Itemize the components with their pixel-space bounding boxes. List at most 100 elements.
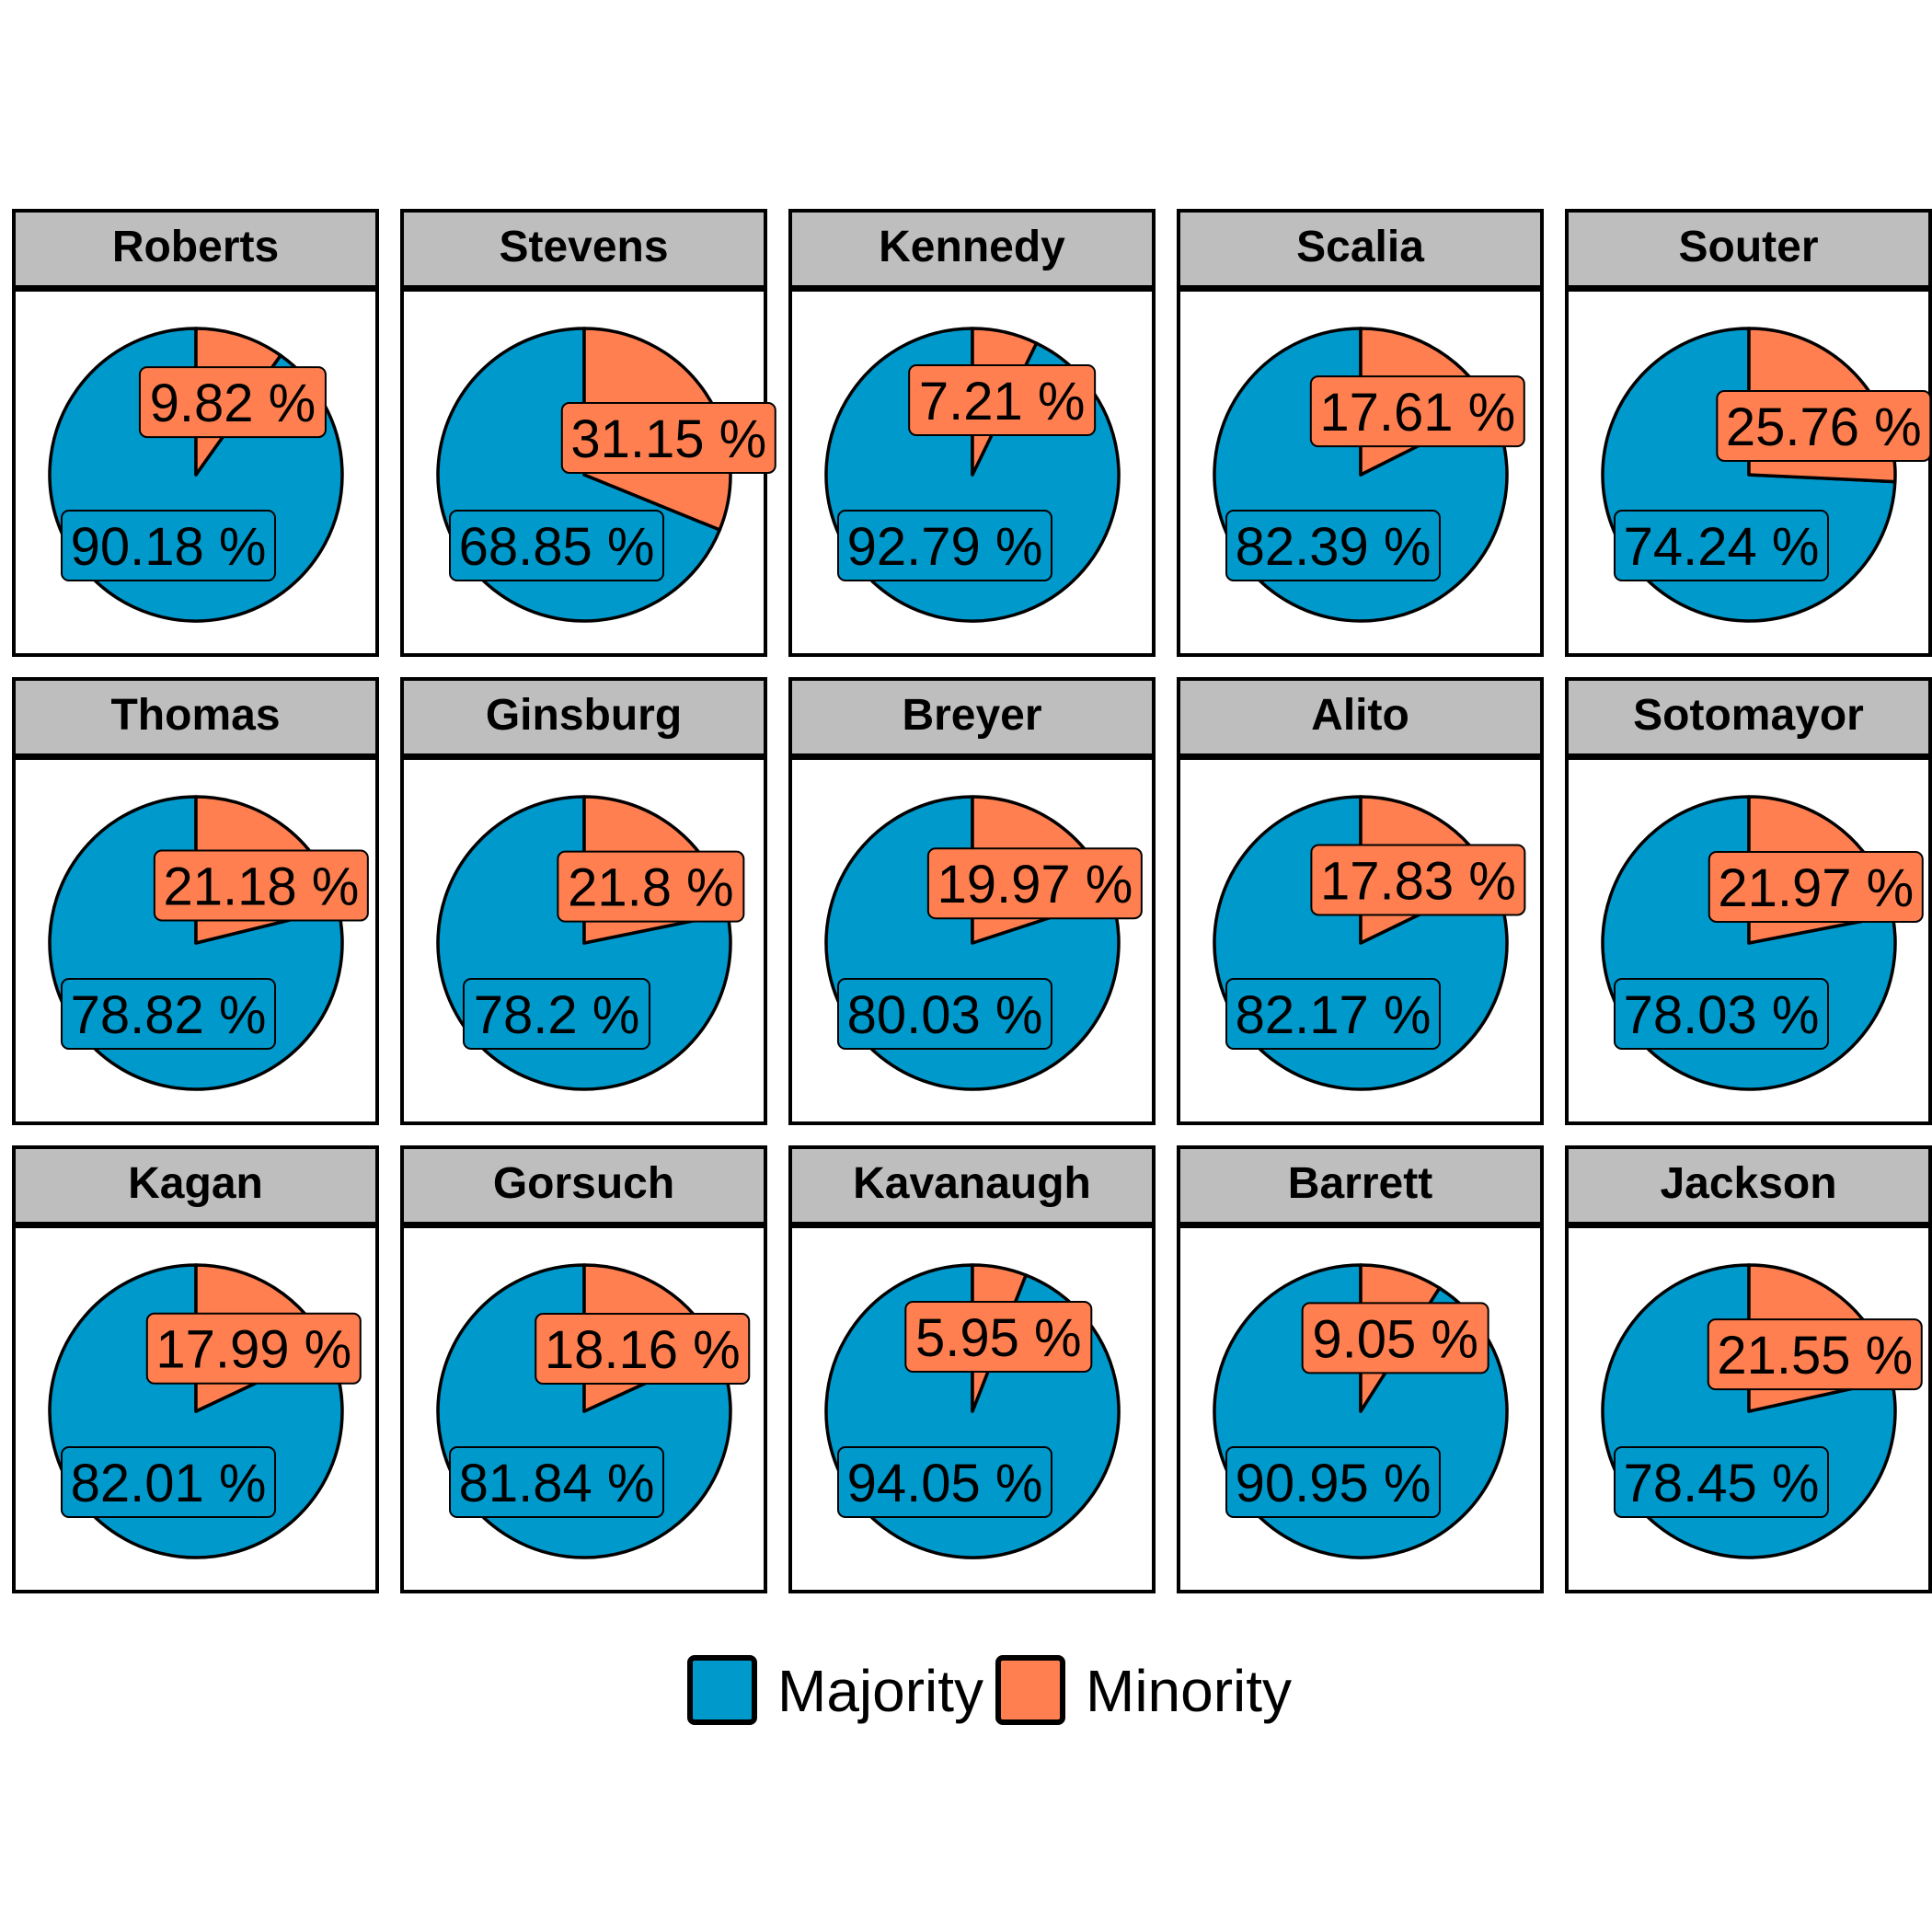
- majority-label: 82.17 %: [1236, 985, 1432, 1045]
- minority-label: 9.05 %: [1312, 1309, 1478, 1369]
- facet-alito: Alito 17.83 % 82.17 %: [1177, 677, 1544, 1125]
- facet-breyer: Breyer 19.97 % 80.03 %: [788, 677, 1156, 1125]
- facet-strip: [1177, 1145, 1544, 1225]
- majority-label: 68.85 %: [459, 517, 655, 577]
- facet-strip: [788, 1145, 1156, 1225]
- facet-title: Roberts: [112, 223, 279, 271]
- facet-strip: [400, 1145, 767, 1225]
- facet-title: Ginsburg: [486, 691, 682, 740]
- facet-title: Breyer: [902, 691, 1041, 740]
- facet-title: Kavanaugh: [853, 1159, 1091, 1208]
- majority-label-box: [837, 978, 1052, 1050]
- minority-label-box: [1708, 850, 1924, 923]
- facet-title: Souter: [1678, 223, 1818, 271]
- minority-label-box: [535, 1313, 751, 1386]
- minority-label: 21.55 %: [1717, 1326, 1913, 1386]
- minority-label-box: [1301, 1302, 1489, 1374]
- facet-gorsuch: Gorsuch 18.16 % 81.84 %: [400, 1145, 767, 1593]
- minority-label-box: [153, 849, 369, 922]
- facet-ginsburg: Ginsburg 21.8 % 78.2 %: [400, 677, 767, 1125]
- facet-strip: [788, 209, 1156, 289]
- facet-strip: [12, 1145, 379, 1225]
- majority-label: 82.39 %: [1236, 517, 1432, 577]
- facet-souter: Souter 25.76 % 74.24 %: [1565, 209, 1932, 657]
- facet-strip: [1177, 209, 1544, 289]
- majority-label: 82.01 %: [71, 1454, 267, 1513]
- facet-sotomayor: Sotomayor 21.97 % 78.03 %: [1565, 677, 1932, 1125]
- facet-jackson: Jackson 21.55 % 78.45 %: [1565, 1145, 1932, 1593]
- facet-strip: [400, 209, 767, 289]
- majority-label-box: [1225, 510, 1441, 581]
- minority-label: 21.18 %: [163, 857, 359, 916]
- minority-label: 21.8 %: [568, 858, 734, 918]
- minority-label-box: [557, 850, 745, 923]
- facet-title: Kennedy: [879, 223, 1065, 271]
- facet-title: Thomas: [110, 691, 280, 740]
- minority-label-box: [138, 366, 327, 439]
- minority-label-box: [145, 1312, 362, 1385]
- minority-label: 9.82 %: [150, 374, 316, 433]
- facet-strip: [1565, 677, 1932, 757]
- minority-label: 19.97 %: [937, 855, 1133, 914]
- minority-label-box: [926, 847, 1143, 920]
- facet-title: Scalia: [1296, 223, 1424, 271]
- facet-title: Stevens: [499, 223, 668, 271]
- minority-label: 25.76 %: [1726, 397, 1922, 457]
- majority-label-box: [1614, 1446, 1829, 1518]
- majority-label-box: [1614, 978, 1829, 1050]
- facet-scalia: Scalia 17.61 % 82.39 %: [1177, 209, 1544, 657]
- facet-strip: [400, 677, 767, 757]
- minority-label-box: [904, 1301, 1093, 1373]
- minority-label: 21.97 %: [1718, 858, 1914, 918]
- minority-label-box: [1716, 389, 1932, 462]
- majority-label: 78.2 %: [474, 985, 640, 1045]
- legend-key-minority: [995, 1655, 1065, 1725]
- minority-label: 17.61 %: [1319, 383, 1515, 443]
- facet-title: Gorsuch: [493, 1159, 674, 1208]
- facet-strip: [12, 209, 379, 289]
- facet-strip: [12, 677, 379, 757]
- minority-label: 18.16 %: [545, 1320, 741, 1380]
- facet-kennedy: Kennedy 7.21 % 92.79 %: [788, 209, 1156, 657]
- facet-strip: [1177, 677, 1544, 757]
- minority-label: 17.99 %: [155, 1320, 351, 1380]
- minority-label-box: [1309, 375, 1525, 448]
- majority-label-box: [463, 978, 650, 1050]
- majority-label-box: [449, 1446, 664, 1518]
- majority-label: 74.24 %: [1624, 517, 1820, 577]
- majority-label: 92.79 %: [847, 517, 1043, 577]
- majority-label: 90.95 %: [1236, 1454, 1432, 1513]
- majority-label-box: [1225, 978, 1441, 1050]
- majority-label-box: [449, 510, 664, 581]
- facet-title: Alito: [1311, 691, 1409, 740]
- facet-strip: [1565, 209, 1932, 289]
- minority-label: 5.95 %: [915, 1308, 1082, 1368]
- facet-strip: [1565, 1145, 1932, 1225]
- majority-label-box: [61, 510, 276, 581]
- legend-label-minority: Minority: [1086, 1658, 1292, 1724]
- majority-label: 80.03 %: [847, 985, 1043, 1045]
- majority-label: 90.18 %: [71, 517, 267, 577]
- majority-label: 81.84 %: [459, 1454, 655, 1513]
- legend-key-majority: [687, 1655, 757, 1725]
- minority-label-box: [560, 401, 776, 474]
- facet-kavanaugh: Kavanaugh 5.95 % 94.05 %: [788, 1145, 1156, 1593]
- majority-label-box: [61, 978, 276, 1050]
- majority-label-box: [837, 1446, 1052, 1518]
- facet-stevens: Stevens 31.15 % 68.85 %: [400, 209, 776, 657]
- facet-title: Kagan: [128, 1159, 263, 1208]
- facet-roberts: Roberts 9.82 % 90.18 %: [12, 209, 379, 657]
- facet-title: Barrett: [1288, 1159, 1432, 1208]
- minority-label-box: [1707, 1318, 1923, 1391]
- facet-title: Jackson: [1660, 1159, 1836, 1208]
- minority-label: 7.21 %: [919, 372, 1086, 431]
- majority-label: 94.05 %: [847, 1454, 1043, 1513]
- majority-label: 78.82 %: [71, 985, 267, 1045]
- majority-label-box: [837, 510, 1052, 581]
- legend: Majority Minority: [687, 1655, 1292, 1725]
- facet-kagan: Kagan 17.99 % 82.01 %: [12, 1145, 379, 1593]
- facet-title: Sotomayor: [1633, 691, 1864, 740]
- legend-label-majority: Majority: [777, 1658, 983, 1724]
- minority-label: 31.15 %: [570, 409, 766, 469]
- facet-barrett: Barrett 9.05 % 90.95 %: [1177, 1145, 1544, 1593]
